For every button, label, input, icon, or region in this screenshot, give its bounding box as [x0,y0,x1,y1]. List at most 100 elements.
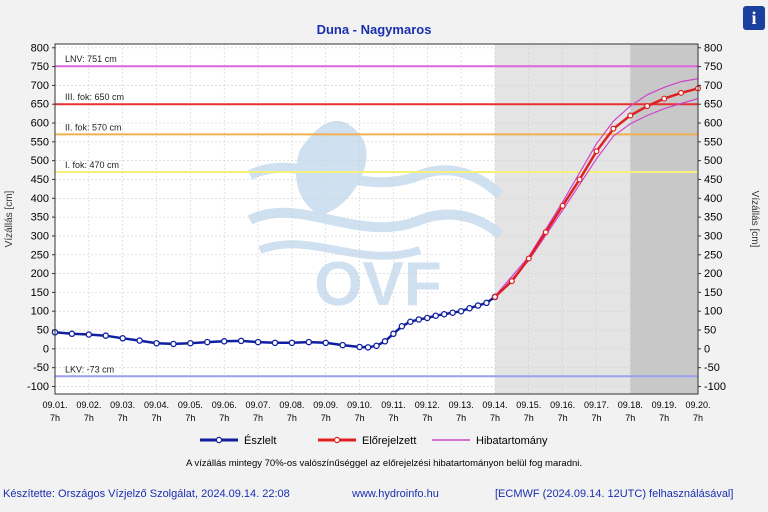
observed-point [466,304,473,312]
observed-point [153,339,160,347]
plot-frame [54,43,699,395]
x-tick-label-hour: 7h [152,413,162,423]
x-tick-label-day: 09.02. [76,400,101,410]
footer-model-credit: [ECMWF (2024.09.14. 12UTC) felhasználásá… [495,488,734,500]
legend-label: Hibatartomány [476,435,548,447]
observed-point [322,339,329,347]
y-tick-label-left: 300 [31,230,49,242]
x-tick-label-hour: 7h [422,413,432,423]
watermark-drop-icon [296,120,367,215]
watermark-wave-icon [247,207,504,239]
y-tick-label-left: 800 [31,42,49,54]
observed-point [254,338,262,346]
x-tick-label-day: 09.11. [381,400,405,410]
y-tick-label-left: 450 [31,174,49,186]
y-axis-label-left: Vízállás [cm] [4,190,15,247]
legend-marker [215,436,223,444]
y-tick-label-right: 500 [704,155,722,167]
y-tick-label-right: 0 [704,343,710,355]
y-tick-label-right: 100 [704,306,722,318]
y-tick-label-left: 700 [31,80,49,92]
x-tick-label-hour: 7h [693,413,703,423]
x-tick-label-day: 09.08. [279,400,304,410]
y-tick-label-right: -50 [704,362,720,374]
y-tick-label-left: -100 [27,381,49,393]
observed-point [424,314,431,322]
observed-point [440,310,448,318]
observed-point [398,323,406,330]
x-tick-label-day: 09.15. [516,400,541,410]
forecast-point [644,103,651,110]
y-tick-label-right: 700 [704,80,722,92]
observed-point [187,339,194,347]
y-tick-label-left: 550 [31,136,49,148]
x-tick-label-hour: 7h [591,413,601,423]
forecast-point [559,202,566,209]
observed-point [136,337,143,344]
y-axis-label-right: Vízállás [cm] [749,191,760,248]
observed-point [102,332,110,339]
forecast-point [593,148,600,155]
observed-point [170,340,177,348]
x-tick-label-day: 09.16. [550,400,575,410]
y-tick-label-right: -100 [704,381,726,393]
probability-note: A vízállás mintegy 70%-os valószínűségge… [185,458,583,469]
x-tick-label-day: 09.20. [685,400,710,410]
observed-point [204,338,211,346]
legend-label: Észlelt [244,434,276,447]
y-tick-label-left: 100 [31,306,49,318]
threshold-label: LNV: 751 cm [65,54,117,64]
forecast-point [542,229,549,236]
watermark-wave-icon [247,162,504,199]
x-tick-label-day: 09.05. [178,400,203,410]
observed-point [356,343,363,351]
legend: Észlelt Előrejelzett Hibatartomány [200,434,548,447]
x-tick-label-day: 09.13. [449,400,474,410]
footer-website-link[interactable]: www.hydroinfo.hu [352,488,439,500]
y-tick-label-right: 650 [704,99,722,111]
x-tick-label-day: 09.06. [212,400,237,410]
x-tick-label-hour: 7h [490,413,500,423]
forecast-point [491,293,498,300]
x-tick-label-hour: 7h [659,413,669,423]
x-tick-label-day: 09.18. [618,400,643,410]
y-tick-label-left: 400 [31,193,49,205]
y-tick-label-left: 150 [31,287,49,299]
x-tick-label-day: 09.07. [246,400,271,410]
info-button[interactable]: i [743,6,765,30]
x-tick-label-day: 09.19. [652,400,677,410]
threshold-label: I. fok: 470 cm [65,160,119,170]
y-tick-label-right: 300 [704,230,722,242]
x-tick-label-hour: 7h [84,413,94,423]
footer-author: Készítette: Országos Vízjelző Szolgálat,… [3,488,290,500]
y-tick-label-right: 450 [704,174,722,186]
x-tick-label-hour: 7h [355,413,365,423]
y-tick-label-left: 600 [31,118,49,130]
threshold-label: LKV: -73 cm [65,364,114,374]
y-tick-label-right: 150 [704,287,722,299]
observed-point [364,344,372,351]
x-tick-label-hour: 7h [321,413,331,423]
y-tick-label-right: 550 [704,136,722,148]
observed-point [457,307,465,315]
x-tick-label-day: 09.12. [415,400,440,410]
x-tick-label-day: 09.03. [110,400,135,410]
observed-point [373,342,380,350]
observed-point [68,330,76,338]
x-tick-label-hour: 7h [118,413,128,423]
observed-point [483,299,490,307]
y-tick-label-left: 250 [31,249,49,261]
y-tick-label-right: 400 [704,193,722,205]
y-tick-label-right: 200 [704,268,722,280]
y-tick-label-left: 650 [31,99,49,111]
y-tick-label-left: -50 [33,362,49,374]
x-tick-label-day: 09.04. [144,400,169,410]
y-tick-label-right: 350 [704,212,722,224]
observed-point [390,330,397,338]
observed-point [339,341,346,349]
observed-point [432,312,439,319]
observed-point [407,318,414,325]
x-tick-label-day: 09.09. [313,400,338,410]
y-tick-label-left: 750 [31,61,49,73]
